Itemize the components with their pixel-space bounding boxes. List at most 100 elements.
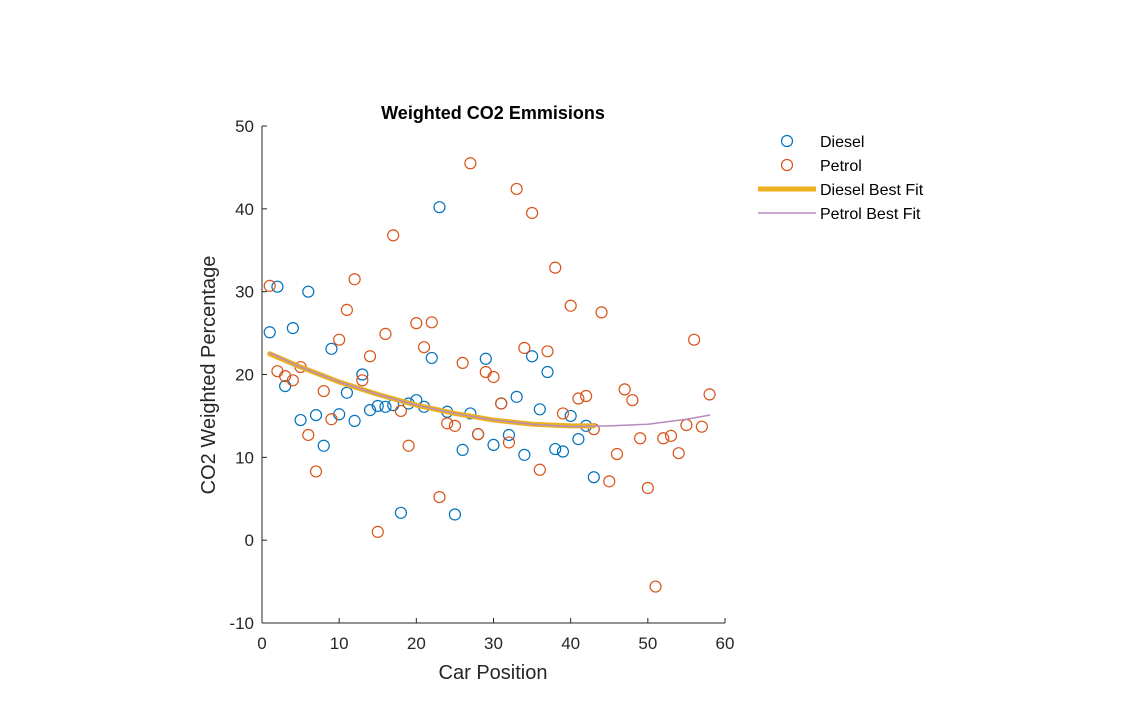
petrol-point xyxy=(348,273,361,286)
petrol-point xyxy=(333,333,346,346)
diesel-point xyxy=(479,352,492,365)
petrol-point xyxy=(371,525,384,538)
petrol-point xyxy=(510,182,523,196)
diesel-point xyxy=(363,404,377,417)
petrol-point xyxy=(688,333,701,346)
diesel-point xyxy=(564,409,577,423)
plot-area xyxy=(263,157,716,593)
x-tick-label: 40 xyxy=(561,634,580,653)
petrol-point xyxy=(487,370,500,384)
diesel-point xyxy=(302,285,315,298)
petrol-point xyxy=(556,407,570,420)
diesel-point xyxy=(541,365,554,379)
petrol-point xyxy=(394,404,407,418)
legend-label: Diesel xyxy=(820,134,864,151)
petrol-point xyxy=(441,417,454,430)
petrol-point xyxy=(657,432,670,445)
petrol-point xyxy=(464,157,477,170)
petrol-point xyxy=(525,206,539,220)
petrol-point xyxy=(471,428,485,441)
petrol-point xyxy=(610,447,624,461)
petrol-best-fit-line xyxy=(268,352,711,428)
petrol-point xyxy=(603,475,616,488)
diesel-point xyxy=(533,403,546,416)
petrol-point xyxy=(634,432,647,445)
petrol-point xyxy=(433,490,446,504)
diesel-point xyxy=(549,442,562,456)
diesel-point xyxy=(572,433,585,446)
petrol-point xyxy=(417,341,431,354)
diesel-point xyxy=(448,508,462,521)
petrol-point xyxy=(695,420,708,433)
diesel-point xyxy=(271,280,284,293)
y-tick-label: 10 xyxy=(235,448,254,467)
petrol-point xyxy=(541,345,554,358)
y-tick-label: 40 xyxy=(235,200,254,219)
y-tick-label: 30 xyxy=(235,283,254,302)
petrol-point xyxy=(279,370,292,383)
diesel-point xyxy=(279,379,292,393)
legend: Diesel Petrol Diesel Best Fit Petrol Best F… xyxy=(758,134,924,223)
diesel-point xyxy=(379,400,392,413)
x-tick-label: 20 xyxy=(407,634,426,653)
y-tick-label: 0 xyxy=(245,531,254,550)
petrol-point xyxy=(649,580,662,593)
diesel-point xyxy=(587,471,600,484)
diesel-point xyxy=(525,350,539,363)
petrol-point xyxy=(387,229,400,242)
diesel-point xyxy=(510,390,523,403)
x-axis-label: Car Position xyxy=(439,662,548,684)
petrol-point xyxy=(340,303,353,316)
petrol-point xyxy=(479,365,492,379)
y-tick-label: 50 xyxy=(235,117,254,136)
chart-title: Weighted CO2 Emmisions xyxy=(381,103,605,123)
petrol-point xyxy=(363,350,377,363)
diesel-point xyxy=(333,408,346,421)
petrol-point xyxy=(595,306,608,319)
petrol-point xyxy=(410,317,423,330)
x-tick-label: 0 xyxy=(257,634,266,653)
petrol-point xyxy=(325,413,338,426)
petrol-point xyxy=(672,447,685,460)
petrol-point xyxy=(317,384,330,398)
legend-label: Petrol xyxy=(820,158,862,175)
petrol-point xyxy=(356,374,369,387)
y-axis-label: CO2 Weighted Percentage xyxy=(198,256,220,495)
petrol-point xyxy=(641,481,654,495)
diesel-point xyxy=(348,414,361,427)
diesel-point xyxy=(487,438,500,452)
diesel-point xyxy=(309,408,323,422)
legend-label: Petrol Best Fit xyxy=(820,206,921,223)
diesel-point xyxy=(356,368,369,381)
diesel-point xyxy=(425,351,438,365)
petrol-point xyxy=(379,327,392,341)
diesel-point xyxy=(371,399,384,413)
petrol-point xyxy=(703,388,716,401)
diesel-point xyxy=(456,443,469,456)
x-tick-label: 60 xyxy=(716,634,735,653)
petrol-point xyxy=(626,394,639,407)
y-tick-label: 20 xyxy=(235,366,254,385)
diesel-point xyxy=(325,342,338,355)
x-tick-label: 50 xyxy=(638,634,657,653)
petrol-point xyxy=(271,365,284,378)
legend-marker-diesel xyxy=(780,134,794,148)
petrol-point xyxy=(302,428,315,442)
petrol-point xyxy=(448,419,462,432)
diesel-point xyxy=(294,413,307,427)
diesel-point xyxy=(263,326,276,339)
diesel-point xyxy=(556,445,570,458)
petrol-point xyxy=(263,279,276,292)
petrol-point xyxy=(579,389,593,403)
petrol-point xyxy=(564,299,577,312)
diesel-point xyxy=(394,506,407,519)
diesel-point xyxy=(518,448,531,461)
x-tick-label: 30 xyxy=(484,634,503,653)
petrol-point xyxy=(425,316,438,329)
petrol-point xyxy=(456,356,469,370)
petrol-point xyxy=(549,261,562,274)
legend-label: Diesel Best Fit xyxy=(820,182,924,199)
petrol-point xyxy=(286,374,299,387)
